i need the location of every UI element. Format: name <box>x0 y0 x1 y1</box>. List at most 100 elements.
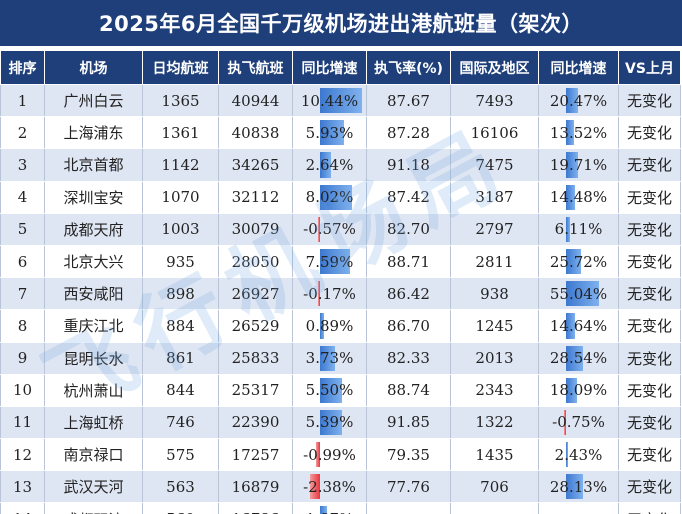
international-flights-cell: 16106 <box>450 116 539 150</box>
executed-flights-cell: 25833 <box>218 342 293 375</box>
yoy-growth-cell-bar <box>320 345 335 371</box>
executed-flights-cell: 34265 <box>218 148 293 182</box>
execution-rate-cell: 88.71 <box>366 245 451 279</box>
rank-cell: 7 <box>0 277 45 311</box>
daily-flights-cell: 1361 <box>142 116 219 150</box>
daily-flights-cell: 575 <box>142 438 219 472</box>
intl-yoy-growth-cell-value: -0.75% <box>552 413 605 432</box>
intl-yoy-growth-cell: 6.11% <box>538 213 619 246</box>
execution-rate-cell: 91.18 <box>366 148 451 182</box>
table-row[interactable]: 6 北京大兴 935 28050 7.59% 88.71 2811 25.72% 无变化 <box>0 245 681 279</box>
airport-name-cell: 北京首都 <box>44 148 143 182</box>
col-header-airport[interactable]: 机场 <box>44 50 143 85</box>
intl-yoy-growth-cell-bar <box>566 474 583 500</box>
intl-yoy-growth-cell: 20.47% <box>538 84 619 118</box>
vs-last-month-cell: 无变化 <box>618 374 681 407</box>
execution-rate-cell: 86.70 <box>366 309 451 343</box>
col-header-executed-flights[interactable]: 执飞航班 <box>218 50 293 85</box>
col-header-execution-rate[interactable]: 执飞率(%) <box>366 50 451 85</box>
rank-cell: 13 <box>0 470 45 504</box>
execution-rate-cell: 91.85 <box>366 406 451 440</box>
yoy-growth-cell-value: 10.44% <box>300 91 359 110</box>
yoy-growth-cell-bar <box>320 152 331 178</box>
yoy-growth-cell-bar <box>320 377 342 403</box>
table-row[interactable]: 12 南京禄口 575 17257 -0.99% 79.35 1435 2.43% 无变化 <box>0 438 681 472</box>
yoy-growth-cell-bar <box>320 409 342 436</box>
table-row[interactable]: 3 北京首都 1142 34265 2.64% 91.18 7475 19.71% 无变化 <box>0 148 681 182</box>
col-header-rank[interactable]: 排序 <box>0 50 45 85</box>
international-flights-cell: 2797 <box>450 213 539 246</box>
international-flights-cell: 2343 <box>450 374 539 407</box>
table-row[interactable]: 11 上海虹桥 746 22390 5.39% 91.85 1322 -0.75% 无变化 <box>0 406 681 440</box>
airport-name-cell: 成都双流 <box>44 502 143 514</box>
yoy-growth-cell-value: 5.50% <box>305 381 354 400</box>
vs-last-month-cell: 无变化 <box>618 309 681 343</box>
daily-flights-cell: 1070 <box>142 181 219 214</box>
intl-yoy-growth-cell-value: 2.43% <box>554 445 603 464</box>
yoy-growth-cell-bar <box>320 506 328 514</box>
yoy-growth-cell-value: 2.64% <box>305 155 354 174</box>
executed-flights-cell: 26927 <box>218 277 293 311</box>
yoy-growth-cell-value: 5.39% <box>305 413 354 432</box>
table-row[interactable]: 2 上海浦东 1361 40838 5.93% 87.28 16106 13.52% 无变化 <box>0 116 681 150</box>
col-header-yoy-growth[interactable]: 同比增速 <box>292 50 367 85</box>
yoy-growth-cell-value: 0.89% <box>305 316 354 335</box>
rank-cell: 8 <box>0 309 45 343</box>
execution-rate-cell: 86.42 <box>366 277 451 311</box>
airport-name-cell: 西安咸阳 <box>44 277 143 311</box>
vs-last-month-cell: 无变化 <box>618 438 681 472</box>
table-row[interactable]: 5 成都天府 1003 30079 -0.57% 82.70 2797 6.11% 无变化 <box>0 213 681 246</box>
execution-rate-cell: 88.74 <box>366 374 451 407</box>
table-row[interactable]: 13 武汉天河 563 16879 -2.38% 77.76 706 28.13% 无变化 <box>0 470 681 504</box>
vs-last-month-cell: 无变化 <box>618 213 681 246</box>
airport-ranking-table: 排序 机场 日均航班 执飞航班 同比增速 执飞率(%) 国际及地区 同比增速 V… <box>0 50 681 514</box>
yoy-growth-cell-bar <box>320 184 353 210</box>
vs-last-month-cell: 无变化 <box>618 277 681 311</box>
table-row[interactable]: 1 广州白云 1365 40944 10.44% 87.67 7493 20.47% 无变化 <box>0 84 681 118</box>
intl-yoy-growth-cell-bar <box>566 88 579 114</box>
executed-flights-cell: 28050 <box>218 245 293 279</box>
yoy-growth-cell: -2.38% <box>292 470 367 504</box>
intl-yoy-growth-cell-value: 25.72% <box>549 252 608 271</box>
table-row[interactable]: 14成都双流56016786 1.87% 无变化 <box>0 502 681 514</box>
airport-name-cell: 深圳宝安 <box>44 181 143 214</box>
execution-rate-cell: 77.76 <box>366 470 451 504</box>
rank-cell: 1 <box>0 84 45 118</box>
yoy-growth-cell-value: 5.93% <box>305 123 354 142</box>
table-row[interactable]: 10 杭州萧山 844 25317 5.50% 88.74 2343 18.09% 无变化 <box>0 374 681 407</box>
intl-yoy-growth-cell: 13.52% <box>538 116 619 150</box>
airport-name-cell: 上海虹桥 <box>44 406 143 440</box>
intl-yoy-growth-cell-value: 19.71% <box>549 155 608 174</box>
table-row[interactable]: 4 深圳宝安 1070 32112 8.02% 87.42 3187 14.48% 无变化 <box>0 181 681 214</box>
intl-yoy-growth-cell-bar <box>566 442 568 468</box>
yoy-growth-cell-bar <box>320 120 344 146</box>
airport-name-cell: 杭州萧山 <box>44 374 143 407</box>
airport-name-cell: 重庆江北 <box>44 309 143 343</box>
table-row[interactable]: 8 重庆江北 884 26529 0.89% 86.70 1245 14.64% 无变化 <box>0 309 681 343</box>
yoy-growth-cell-value: -0.57% <box>303 220 356 239</box>
table-row[interactable]: 9 昆明长水 861 25833 3.73% 82.33 2013 28.54% 无变化 <box>0 342 681 375</box>
daily-flights-cell: 560 <box>142 502 219 514</box>
executed-flights-cell: 22390 <box>218 406 293 440</box>
yoy-growth-cell-value: 1.87% <box>306 510 354 514</box>
rank-cell: 2 <box>0 116 45 150</box>
intl-yoy-growth-cell-bar <box>566 281 600 307</box>
intl-yoy-growth-cell-value: 14.64% <box>549 316 608 335</box>
airport-name-cell: 南京禄口 <box>44 438 143 472</box>
intl-yoy-growth-cell-bar <box>566 313 575 339</box>
rank-cell: 5 <box>0 213 45 246</box>
col-header-vs-last-month[interactable]: VS上月 <box>618 50 681 85</box>
col-header-international[interactable]: 国际及地区 <box>450 50 539 85</box>
vs-last-month-cell: 无变化 <box>618 342 681 375</box>
col-header-daily-flights[interactable]: 日均航班 <box>142 50 219 85</box>
table-row[interactable]: 7 西安咸阳 898 26927 -0.17% 86.42 938 55.04% 无变化 <box>0 277 681 311</box>
intl-yoy-growth-cell: 19.71% <box>538 148 619 182</box>
yoy-growth-cell: 8.02% <box>292 181 367 214</box>
execution-rate-cell: 82.70 <box>366 213 451 246</box>
international-flights-cell: 2811 <box>450 245 539 279</box>
col-header-intl-yoy-growth[interactable]: 同比增速 <box>538 50 619 85</box>
yoy-growth-cell: 2.64% <box>292 148 367 182</box>
table-body: 1 广州白云 1365 40944 10.44% 87.67 7493 20.47% 无变化 2 上… <box>0 84 681 514</box>
intl-yoy-growth-cell: 55.04% <box>538 277 619 311</box>
vs-last-month-cell: 无变化 <box>618 84 681 118</box>
